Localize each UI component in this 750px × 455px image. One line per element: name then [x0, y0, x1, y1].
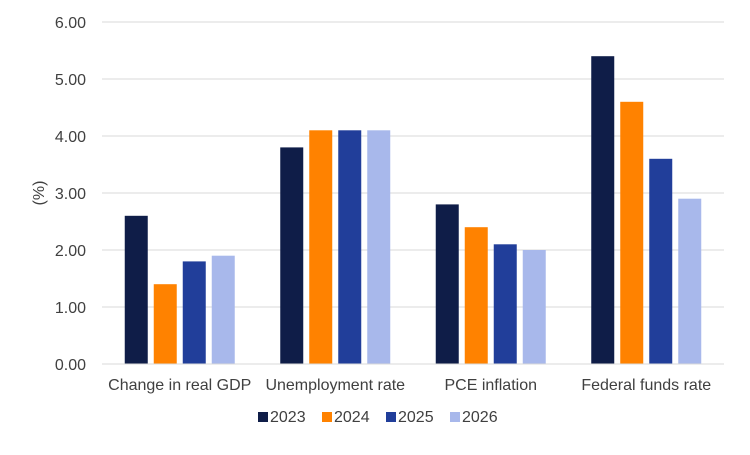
bar-2025-3 — [649, 158, 673, 364]
bar-2023-1 — [280, 147, 304, 364]
legend-swatch-2024 — [322, 412, 332, 422]
bar-2026-3 — [678, 198, 702, 364]
bar-2026-1 — [367, 130, 391, 364]
y-tick-label: 6.00 — [55, 15, 86, 32]
y-tick-label: 5.00 — [55, 72, 86, 89]
bar-2024-1 — [309, 130, 333, 364]
legend-swatch-2023 — [258, 412, 268, 422]
y-axis-title: (%) — [31, 181, 48, 206]
legend-label-2026: 2026 — [462, 409, 498, 426]
bar-2025-1 — [338, 130, 362, 364]
bar-2023-0 — [124, 215, 148, 364]
legend-label-2023: 2023 — [270, 409, 306, 426]
bar-2026-2 — [522, 250, 546, 364]
bars — [124, 56, 702, 365]
y-tick-label: 0.00 — [55, 357, 86, 374]
y-tick-label: 3.00 — [55, 186, 86, 203]
legend: 2023 2024 2025 2026 — [258, 409, 498, 426]
x-category-label: Change in real GDP — [108, 377, 251, 394]
x-category-label: Unemployment rate — [265, 377, 405, 394]
x-category-label: PCE inflation — [445, 377, 538, 394]
x-axis-categories: Change in real GDP Unemployment rate PCE i… — [108, 377, 711, 394]
y-tick-label: 4.00 — [55, 129, 86, 146]
x-category-label: Federal funds rate — [581, 377, 711, 394]
legend-swatch-2025 — [386, 412, 396, 422]
bar-2025-2 — [493, 244, 517, 364]
bar-2024-0 — [153, 284, 177, 364]
bar-2025-0 — [182, 261, 206, 364]
legend-label-2025: 2025 — [398, 409, 434, 426]
legend-swatch-2026 — [450, 412, 460, 422]
y-axis-ticks: 0.00 1.00 2.00 3.00 4.00 5.00 6.00 — [55, 15, 86, 374]
y-tick-label: 1.00 — [55, 300, 86, 317]
bar-2026-0 — [211, 255, 235, 364]
bar-2023-2 — [435, 204, 459, 364]
bar-2024-2 — [464, 227, 488, 364]
legend-label-2024: 2024 — [334, 409, 370, 426]
bar-2023-3 — [591, 56, 615, 364]
y-tick-label: 2.00 — [55, 243, 86, 260]
bar-2024-3 — [620, 101, 644, 365]
